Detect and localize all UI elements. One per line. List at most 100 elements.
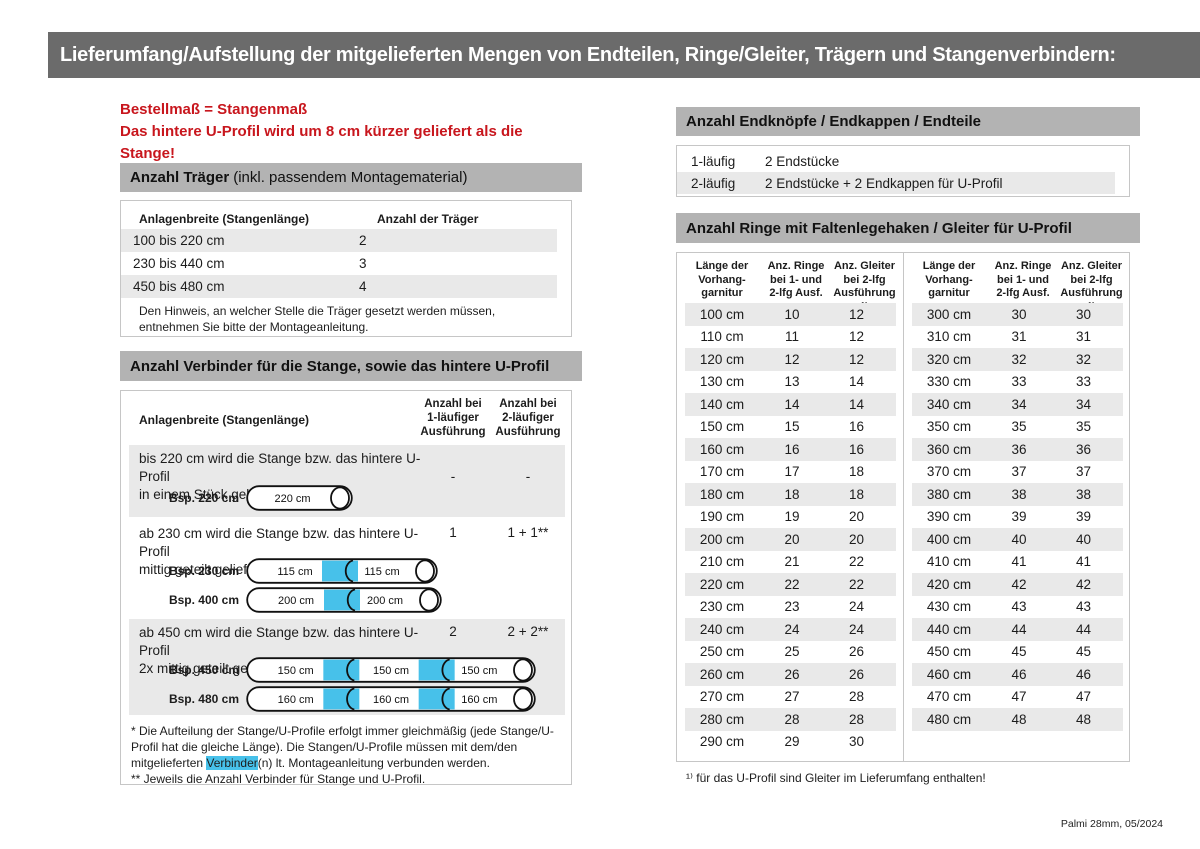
ringe-row-ringe: 23 (784, 599, 800, 615)
ringe-row-gleiter: 16 (848, 441, 865, 457)
ringe-row-ringe: 45 (1011, 644, 1027, 660)
traeger-title-suffix: (inkl. passendem Montagematerial) (233, 169, 468, 186)
ringe-row: 220 cm 22 22 (685, 573, 896, 596)
ringe-row-laenge: 330 cm (926, 374, 972, 390)
ringe-table-left-half: Länge der Vorhang- garnitur Anz. Ringe b… (677, 253, 904, 761)
ringe-row-gleiter: 18 (848, 464, 865, 480)
ringe-row-ringe: 18 (784, 486, 800, 502)
ringe-row-gleiter: 37 (1075, 464, 1092, 480)
block2-text-line2: mittig geteilt geliefert* (139, 562, 269, 577)
verbinder-section-header: Anzahl Verbinder für die Stange, sowie d… (120, 351, 582, 381)
traeger-col-anlagenbreite: Anlagenbreite (Stangenlänge) (139, 212, 310, 226)
svg-text:115 cm: 115 cm (364, 566, 399, 578)
ringe-row-ringe: 43 (1011, 599, 1027, 615)
example-row-230: Bsp. 230 cm 115 cm 115 cm (129, 558, 438, 584)
ringe-row: 470 cm 47 47 (912, 686, 1123, 709)
ringe-row-laenge: 360 cm (926, 441, 972, 457)
ringe-row-laenge: 470 cm (926, 689, 972, 705)
svg-text:220 cm: 220 cm (274, 493, 310, 505)
ringe-col-laenge: Länge der Vorhang- garnitur (695, 260, 749, 299)
ringe-row-gleiter: 26 (848, 666, 865, 682)
ringe-row: 410 cm 41 41 (912, 551, 1123, 574)
ringe-row-gleiter: 48 (1075, 711, 1092, 727)
ringe-row-ringe: 17 (784, 464, 800, 480)
footnote1-highlight: Verbinder (206, 756, 258, 770)
traeger-section-header: Anzahl Träger (inkl. passendem Montagema… (120, 163, 582, 192)
traeger-row-count: 3 (359, 256, 367, 271)
svg-text:150 cm: 150 cm (278, 665, 314, 677)
ringe-row-ringe: 22 (784, 576, 800, 592)
ringe-row: 260 cm 26 26 (685, 663, 896, 686)
notice-line-1: Bestellmaß = Stangenmaß (120, 101, 308, 118)
ringe-row-laenge: 270 cm (699, 689, 745, 705)
ringe-row-ringe: 48 (1011, 711, 1027, 727)
ringe-row-gleiter: 35 (1075, 419, 1092, 435)
ringe-row-ringe: 44 (1011, 621, 1027, 637)
traeger-rows: 100 bis 220 cm 2 230 bis 440 cm 3 450 bi… (121, 229, 573, 298)
ringe-row-gleiter: 30 (848, 734, 865, 750)
footnote1-post: (n) lt. Montageanleitung verbunden werde… (257, 756, 490, 770)
ringe-row-ringe: 40 (1011, 531, 1027, 547)
ringe-row: 270 cm 27 28 (685, 686, 896, 709)
ringe-row: 180 cm 18 18 (685, 483, 896, 506)
endteile-section-header: Anzahl Endknöpfe / Endkappen / Endteile (676, 107, 1140, 136)
ringe-row: 150 cm 15 16 (685, 416, 896, 439)
ringe-row: 350 cm 35 35 (912, 416, 1123, 439)
verbinder-footnote-1: * Die Aufteilung der Stange/U-Profile er… (131, 723, 569, 771)
block3-qty-1laeufig: 2 (449, 624, 457, 639)
block3-qty-2laeufig: 2 + 2** (507, 624, 549, 639)
ringe-row-ringe: 30 (1011, 306, 1027, 322)
ringe-row-ringe: 38 (1011, 486, 1027, 502)
ringe-row-gleiter: 28 (848, 689, 865, 705)
ringe-row-gleiter: 22 (848, 554, 865, 570)
ringe-row-laenge: 440 cm (926, 621, 972, 637)
ringe-row: 420 cm 42 42 (912, 573, 1123, 596)
ringe-row-gleiter: 14 (848, 396, 865, 412)
verbinder-block-bis-220: bis 220 cm wird die Stange bzw. das hint… (129, 445, 565, 517)
traeger-row: 100 bis 220 cm 2 (121, 229, 557, 252)
ringe-row: 190 cm 19 20 (685, 506, 896, 529)
ringe-section-header: Anzahl Ringe mit Faltenlegehaken / Gleit… (676, 213, 1140, 243)
ringe-row-ringe: 36 (1011, 441, 1027, 457)
block1-text: bis 220 cm wird die Stange bzw. das hint… (139, 450, 439, 504)
example-row-450: Bsp. 450 cm 150 cm 150 cm 150 cm (129, 657, 536, 683)
ringe-row-ringe: 26 (784, 666, 800, 682)
ringe-col-laenge: Länge der Vorhang- garnitur (922, 260, 976, 299)
traeger-row-range: 230 bis 440 cm (133, 256, 225, 271)
ringe-row-ringe: 41 (1011, 554, 1027, 570)
endteile-title: Anzahl Endknöpfe / Endkappen / Endteile (686, 113, 982, 130)
ringe-row: 340 cm 34 34 (912, 393, 1123, 416)
endteile-table: 1-läufig 2 Endstücke 2-läufig 2 Endstück… (676, 145, 1130, 197)
endteile-row-desc: 2 Endstücke + 2 Endkappen für U-Profil (765, 175, 1003, 191)
ringe-row: 430 cm 43 43 (912, 596, 1123, 619)
ringe-row-ringe: 24 (784, 621, 800, 637)
ringe-row-ringe: 11 (784, 329, 799, 345)
ringe-row-laenge: 210 cm (699, 554, 745, 570)
ringe-row-gleiter: 20 (848, 509, 865, 525)
ringe-row-gleiter: 24 (848, 621, 865, 637)
ringe-row-ringe: 21 (784, 554, 800, 570)
ringe-row: 170 cm 17 18 (685, 461, 896, 484)
page-title: Lieferumfang/Aufstellung der mitgeliefer… (60, 43, 1116, 66)
endteile-row-type: 1-läufig (691, 153, 736, 169)
verbinder-col-2laeufig: Anzahl bei 2-läufiger Ausführung (495, 398, 561, 438)
ringe-row-laenge: 220 cm (699, 576, 745, 592)
ringe-row-ringe: 16 (784, 441, 800, 457)
ringe-row-ringe: 15 (784, 419, 800, 435)
ringe-row-gleiter: 34 (1075, 396, 1092, 412)
traeger-row: 450 bis 480 cm 4 (121, 275, 557, 298)
endteile-row-desc: 2 Endstücke (765, 153, 840, 169)
ringe-row-laenge: 480 cm (926, 711, 972, 727)
ringe-row: 360 cm 36 36 (912, 438, 1123, 461)
rod-diagram: 115 cm 115 cm (246, 558, 438, 584)
ringe-row-laenge: 170 cm (699, 464, 745, 480)
ringe-row-ringe: 28 (784, 711, 800, 727)
ringe-row-gleiter: 44 (1075, 621, 1092, 637)
svg-text:160 cm: 160 cm (373, 694, 409, 706)
ringe-row-laenge: 400 cm (926, 531, 972, 547)
ringe-row-laenge: 390 cm (926, 509, 972, 525)
ringe-row-gleiter: 12 (848, 306, 865, 322)
ringe-row-laenge: 450 cm (926, 644, 972, 660)
ringe-row-ringe: 13 (784, 374, 800, 390)
